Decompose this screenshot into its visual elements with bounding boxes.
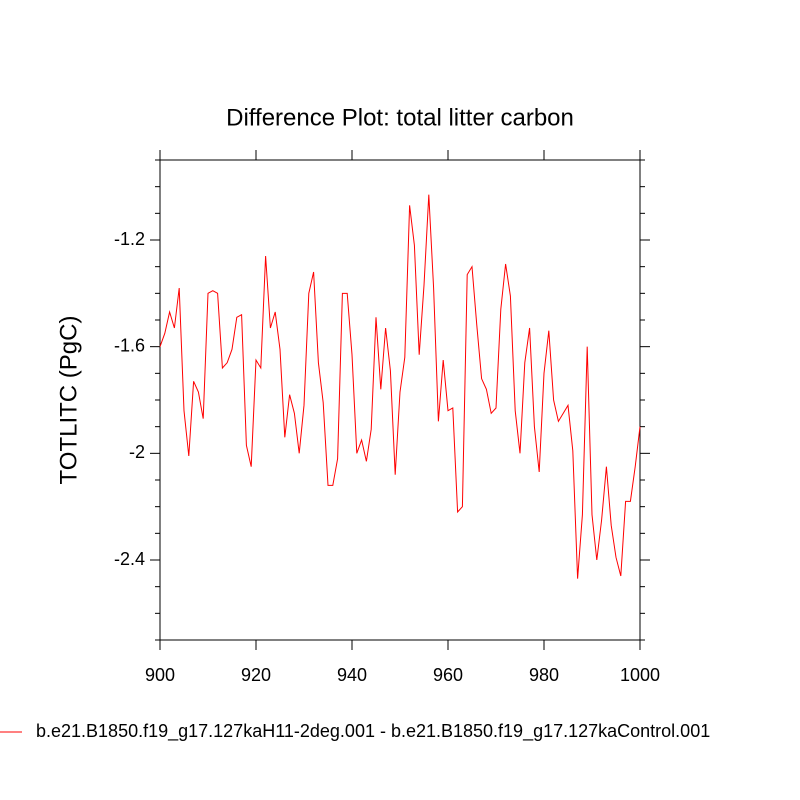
y-axis-label: TOTLITC (PgC) <box>55 316 82 485</box>
x-tick-label: 980 <box>529 665 559 685</box>
data-line <box>159 194 641 579</box>
x-tick-label: 960 <box>433 665 463 685</box>
y-tick-label: -2 <box>129 442 145 462</box>
chart-title: Difference Plot: total litter carbon <box>226 104 574 131</box>
y-tick-label: -1.6 <box>114 335 145 355</box>
x-tick-label: 920 <box>241 665 271 685</box>
x-tick-label: 1000 <box>620 665 660 685</box>
x-tick-label: 900 <box>145 665 175 685</box>
x-tick-label: 940 <box>337 665 367 685</box>
legend-label: b.e21.B1850.f19_g17.127kaH11-2deg.001 - … <box>36 721 710 742</box>
y-tick-label: -1.2 <box>114 229 145 249</box>
y-tick-label: -2.4 <box>114 549 145 569</box>
